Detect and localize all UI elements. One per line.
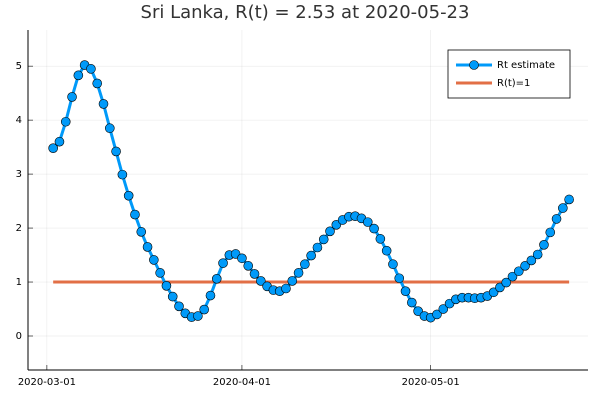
y-tick-label: 1 [16,277,22,288]
point [211,273,222,284]
point [381,245,392,256]
point [539,239,549,250]
point [551,214,562,224]
y-tick-label: 5 [16,61,22,72]
point [287,276,298,286]
legend-label: R(t)=1 [497,78,530,89]
point [312,242,323,253]
point [293,268,304,278]
point [375,234,386,244]
point [413,306,423,316]
point [149,255,159,265]
x-tick-label: 2020-03-01 [18,377,76,388]
point [161,281,172,291]
y-tick-label: 0 [16,331,22,342]
point [86,64,96,74]
point [155,268,165,278]
point [48,143,58,153]
point [117,169,128,180]
point [495,282,505,293]
point [325,226,335,237]
chart-title: Sri Lanka, R(t) = 2.53 at 2020-05-23 [141,2,470,23]
point [532,249,543,260]
point [488,287,499,298]
y-tick-label: 2 [16,223,22,234]
point [54,136,65,147]
point [167,291,178,302]
point [123,190,134,201]
point [400,286,411,297]
legend-marker [469,60,479,70]
point [218,258,228,268]
x-tick-label: 2020-05-01 [402,377,460,388]
point [362,217,373,227]
point [281,283,291,294]
y-tick-label: 3 [16,169,22,180]
point [98,99,109,109]
legend-label: Rt estimate [497,60,555,71]
point [432,309,442,320]
y-tick-label: 4 [16,115,22,126]
point [520,261,530,271]
point [67,92,77,102]
point [193,311,203,321]
point [306,250,316,261]
point [526,255,537,266]
point [92,78,103,89]
point [136,227,147,237]
point [243,261,254,271]
point [501,277,512,288]
point [394,273,405,284]
point [438,304,449,314]
legend-box [447,49,571,99]
point [558,203,568,213]
point [388,259,398,270]
point [142,242,153,252]
point [104,123,115,134]
point [60,116,71,127]
point [318,234,329,245]
point [249,269,260,279]
point [237,253,247,264]
point [300,259,310,270]
point [545,227,556,238]
point [256,276,266,286]
point [513,266,524,277]
point [369,223,379,234]
point [130,209,140,220]
point [199,304,209,315]
point [407,297,417,308]
point [73,70,84,81]
point [564,194,574,205]
point [507,271,518,282]
point [111,146,121,157]
point [174,301,184,312]
point [331,220,342,230]
x-tick-label: 2020-04-01 [213,377,271,388]
point [205,290,216,301]
